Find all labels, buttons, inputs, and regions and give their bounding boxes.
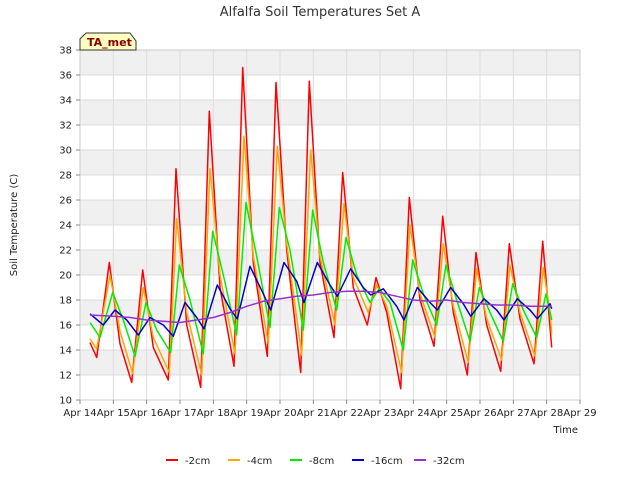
x-tick-label: Apr 22 bbox=[330, 408, 363, 419]
y-tick-label: 10 bbox=[59, 396, 72, 407]
x-tick-label: Apr 16 bbox=[130, 408, 163, 419]
x-tick-label: Apr 29 bbox=[563, 408, 596, 419]
y-tick-label: 20 bbox=[59, 271, 72, 282]
y-tick-label: 38 bbox=[59, 46, 72, 57]
x-tick-label: Apr 17 bbox=[163, 408, 196, 419]
x-tick-label: Apr 25 bbox=[430, 408, 463, 419]
badge-box bbox=[79, 32, 137, 51]
y-tick-label: 18 bbox=[59, 296, 72, 307]
legend-label: -16cm bbox=[371, 456, 403, 467]
station-badge: TA_met bbox=[79, 32, 137, 51]
x-tick-label: Apr 15 bbox=[97, 408, 130, 419]
x-axis-ticks: Apr 14 Apr 15 Apr 16 Apr 17 Apr 18 Apr 19 Apr … bbox=[63, 400, 597, 419]
x-tick-label: Apr 28 bbox=[530, 408, 563, 419]
x-axis-label: Time bbox=[553, 425, 578, 436]
y-tick-label: 36 bbox=[59, 71, 72, 82]
series-line-16cm bbox=[89, 261, 553, 338]
y-tick-label: 34 bbox=[59, 96, 72, 107]
series-lines bbox=[89, 66, 553, 390]
y-tick-label: 24 bbox=[59, 221, 72, 232]
legend-label: -2cm bbox=[185, 456, 210, 467]
y-tick-label: 26 bbox=[59, 196, 72, 207]
y-tick-label: 22 bbox=[59, 246, 72, 257]
y-tick-label: 12 bbox=[59, 371, 72, 382]
y-tick-label: 14 bbox=[59, 346, 72, 357]
plot-band bbox=[80, 50, 580, 75]
y-tick-label: 32 bbox=[59, 121, 72, 132]
legend-label: -8cm bbox=[309, 456, 334, 467]
x-tick-label: Apr 27 bbox=[497, 408, 530, 419]
plot-band bbox=[80, 150, 580, 175]
series-line-8cm bbox=[89, 201, 553, 358]
x-tick-label: Apr 20 bbox=[263, 408, 296, 419]
x-tick-label: Apr 19 bbox=[230, 408, 263, 419]
x-tick-label: Apr 26 bbox=[463, 408, 496, 419]
x-tick-label: Apr 21 bbox=[297, 408, 330, 419]
x-tick-label: Apr 18 bbox=[197, 408, 230, 419]
x-tick-label: Apr 24 bbox=[397, 408, 430, 419]
y-tick-label: 16 bbox=[59, 321, 72, 332]
y-tick-label: 28 bbox=[59, 171, 72, 182]
plot-band bbox=[80, 200, 580, 225]
plot-band bbox=[80, 250, 580, 275]
y-axis-ticks: 10 12 14 16 18 20 22 24 26 28 30 32 34 36 38 bbox=[59, 46, 80, 407]
plot-band bbox=[80, 350, 580, 375]
badge-text: TA_met bbox=[87, 36, 132, 49]
chart-title: Alfalfa Soil Temperatures Set A bbox=[220, 5, 421, 20]
series-line-32cm bbox=[89, 290, 552, 324]
legend-label: -4cm bbox=[247, 456, 272, 467]
plot-band bbox=[80, 100, 580, 125]
legend-label: -32cm bbox=[433, 456, 465, 467]
y-axis-label: Soil Temperature (C) bbox=[9, 174, 20, 277]
y-tick-label: 30 bbox=[59, 146, 72, 157]
x-tick-label: Apr 23 bbox=[363, 408, 396, 419]
legend: -2cm -4cm -8cm -16cm -32cm bbox=[166, 456, 465, 467]
x-tick-label: Apr 14 bbox=[63, 408, 96, 419]
